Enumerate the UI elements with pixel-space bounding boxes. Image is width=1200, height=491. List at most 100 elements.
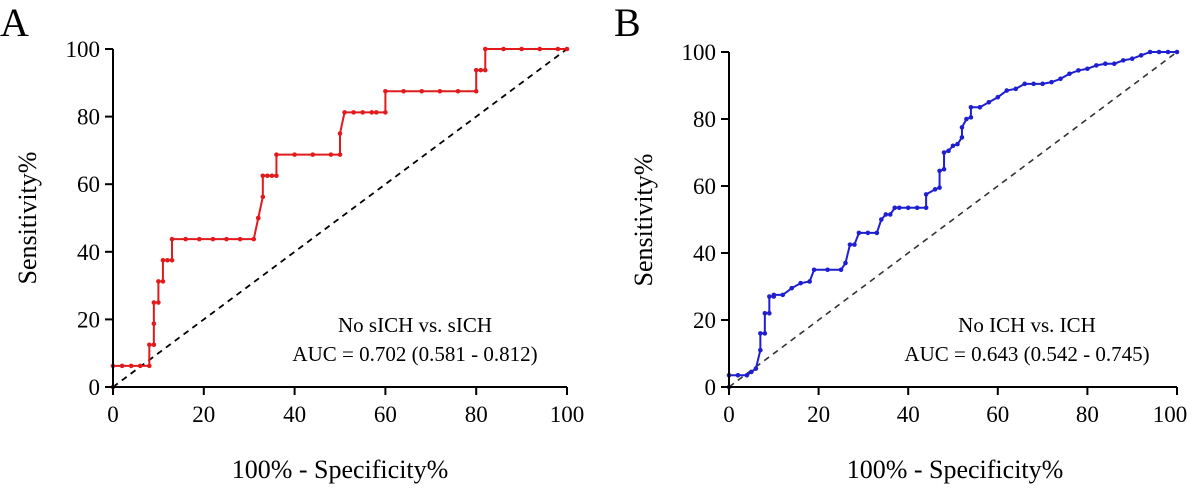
roc-point	[923, 205, 929, 211]
roc-point	[165, 257, 170, 263]
roc-point	[932, 187, 938, 192]
roc-point	[771, 292, 777, 298]
roc-point	[843, 260, 848, 266]
roc-point	[224, 236, 229, 242]
roc-point	[1040, 81, 1045, 87]
roc-point	[838, 267, 844, 273]
roc-point	[473, 67, 479, 73]
panel-b-curve	[726, 49, 1180, 390]
roc-point	[1120, 58, 1126, 63]
panel-a-curve	[110, 46, 570, 390]
roc-point	[1129, 56, 1135, 61]
roc-point	[968, 104, 974, 110]
roc-point	[852, 242, 857, 247]
roc-point	[169, 257, 175, 263]
roc-point	[401, 88, 406, 94]
roc-point	[758, 331, 763, 336]
roc-point	[780, 292, 786, 298]
panel-b-diagonal	[728, 51, 1178, 388]
roc-point	[767, 311, 772, 316]
roc-point	[160, 257, 166, 263]
panel-b-xtick-label: 20	[807, 402, 830, 427]
roc-point	[255, 215, 261, 221]
roc-point	[986, 99, 992, 105]
roc-point	[798, 280, 803, 286]
roc-point	[1165, 49, 1171, 55]
roc-point	[482, 46, 488, 52]
panel-b-xtick-label: 0	[723, 402, 735, 427]
panel-a: A 0 20 40 60 80 100 0 20 40 60 80 100 10…	[0, 0, 584, 484]
roc-point	[119, 363, 125, 369]
roc-point	[383, 110, 388, 115]
panel-a-xtick-label: 0	[107, 402, 119, 427]
roc-point	[744, 372, 750, 378]
panel-a-xtick-label: 100	[550, 402, 585, 427]
roc-point	[914, 205, 920, 211]
panel-b-ytick-label: 0	[705, 375, 717, 400]
roc-point	[210, 236, 216, 242]
roc-point	[959, 125, 965, 130]
roc-point	[183, 236, 188, 242]
roc-point	[896, 205, 902, 211]
panel-a-y-axis-title: Sensitivity%	[13, 152, 42, 285]
roc-point	[274, 152, 279, 157]
roc-point	[260, 194, 266, 200]
roc-point	[1147, 49, 1153, 55]
roc-point	[959, 135, 965, 140]
panel-a-ytick-label: 0	[89, 375, 101, 400]
roc-point	[519, 46, 524, 52]
roc-point	[265, 173, 270, 179]
roc-point	[128, 363, 134, 369]
roc-point	[137, 363, 143, 369]
roc-point	[1004, 88, 1010, 93]
roc-point	[478, 67, 484, 73]
roc-point	[274, 173, 279, 179]
panel-a-ytick-label: 80	[77, 105, 100, 130]
roc-point	[1094, 63, 1099, 68]
roc-point	[941, 166, 947, 172]
roc-point	[1156, 49, 1162, 55]
roc-point	[1049, 79, 1054, 85]
roc-point	[156, 300, 161, 305]
roc-point	[905, 205, 911, 211]
roc-point	[735, 372, 741, 378]
panel-b-ytick-label: 80	[693, 107, 716, 132]
roc-point	[537, 46, 543, 52]
roc-point	[892, 205, 898, 211]
roc-point	[337, 131, 343, 136]
panel-a-annotation-title: No sICH vs. sICH	[338, 313, 492, 337]
panel-b-ytick-label: 60	[693, 174, 716, 199]
roc-point	[874, 230, 880, 236]
roc-point	[237, 236, 243, 242]
roc-point	[473, 88, 479, 94]
roc-point	[455, 88, 461, 94]
panel-a-xtick-label: 20	[192, 402, 215, 427]
roc-point	[1138, 53, 1144, 58]
roc-point	[169, 236, 175, 242]
panel-a-xtick-label: 80	[465, 402, 488, 427]
panel-b-ytick-label: 100	[682, 40, 717, 65]
panel-b-x-axis-title: 100% - Specificity%	[847, 455, 1064, 484]
panel-b-annotation-title: No ICH vs. ICH	[958, 313, 1096, 337]
roc-point	[501, 46, 506, 52]
panel-a-xtick-label: 60	[374, 402, 397, 427]
panel-b-xtick-label: 60	[986, 402, 1009, 427]
roc-point	[328, 152, 334, 157]
panel-a-ytick-label: 100	[66, 37, 101, 62]
panel-a-x-axis-title: 100% - Specificity%	[232, 455, 449, 484]
roc-point	[946, 148, 951, 154]
panel-a-ytick-label: 20	[77, 307, 100, 332]
roc-point	[151, 321, 157, 326]
roc-point	[968, 115, 974, 120]
panel-b-label: B	[614, 0, 641, 45]
roc-point	[151, 342, 157, 348]
roc-point	[887, 212, 893, 217]
panel-b-ticks	[721, 51, 1178, 395]
roc-point	[383, 88, 388, 94]
roc-point	[564, 46, 570, 52]
roc-point	[156, 279, 161, 284]
roc-point	[1022, 81, 1027, 87]
roc-point	[419, 88, 425, 94]
panel-a-xtick-label: 40	[283, 402, 306, 427]
roc-point	[160, 279, 166, 284]
